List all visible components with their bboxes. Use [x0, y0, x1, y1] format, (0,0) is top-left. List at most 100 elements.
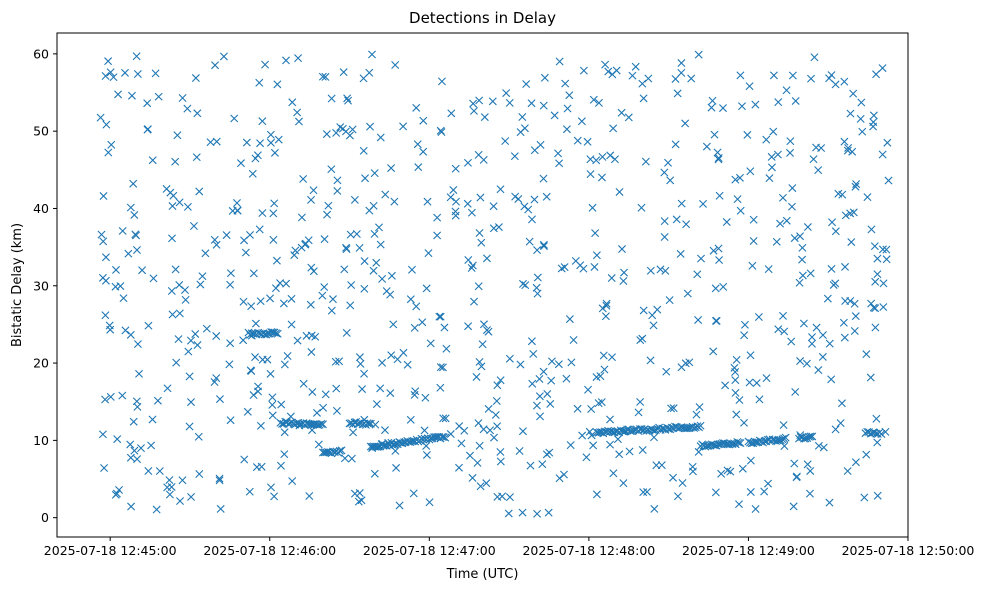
detection-marker	[194, 432, 203, 441]
detection-marker	[535, 392, 544, 401]
detection-marker	[839, 318, 848, 327]
detection-marker	[342, 245, 351, 254]
detection-marker	[806, 269, 815, 278]
detection-marker	[539, 242, 548, 251]
detection-marker	[573, 404, 582, 413]
detection-marker	[677, 363, 686, 372]
detection-marker	[469, 106, 478, 115]
detection-marker	[251, 154, 260, 163]
detection-marker	[323, 210, 332, 219]
detection-marker	[436, 363, 445, 372]
detection-marker	[299, 379, 308, 388]
detection-marker	[598, 304, 607, 313]
detection-marker	[660, 168, 669, 177]
detection-marker	[697, 254, 706, 263]
detection-marker	[782, 86, 791, 95]
detection-marker	[657, 461, 666, 470]
detection-marker	[843, 467, 852, 476]
detection-marker	[714, 244, 723, 253]
chart-title: Detections in Delay	[409, 9, 556, 27]
detection-marker	[138, 266, 147, 275]
detection-marker	[516, 360, 525, 369]
detection-marker	[677, 199, 686, 208]
detection-marker	[592, 490, 601, 499]
detection-marker	[809, 155, 818, 164]
detection-marker	[267, 483, 275, 492]
detection-marker	[309, 267, 318, 276]
detection-marker	[99, 192, 108, 201]
detection-marker	[810, 53, 819, 62]
detection-marker	[466, 451, 475, 460]
detection-marker	[346, 230, 355, 239]
detection-marker	[243, 407, 252, 416]
detection-marker	[354, 497, 363, 506]
detection-marker	[532, 283, 541, 292]
detection-marker	[642, 426, 651, 435]
detection-marker	[851, 312, 860, 321]
x-axis-label: Time (UTC)	[446, 567, 519, 582]
detection-marker	[648, 311, 657, 320]
detection-marker	[247, 302, 256, 311]
x-tick-label-3: 2025-07-18 12:48:00	[522, 543, 655, 558]
detection-marker	[387, 271, 396, 280]
detection-marker	[584, 385, 593, 394]
detection-marker	[196, 280, 205, 289]
detection-marker	[527, 99, 536, 108]
detection-marker	[185, 372, 194, 381]
detection-marker	[464, 322, 473, 331]
detection-marker	[201, 249, 210, 258]
detection-marker	[597, 398, 606, 407]
detection-marker	[365, 419, 374, 428]
detection-marker	[168, 202, 177, 211]
detection-marker	[827, 264, 836, 273]
detection-marker	[802, 359, 811, 368]
detection-marker	[294, 54, 303, 63]
detection-marker	[749, 236, 758, 245]
detection-marker	[442, 344, 451, 353]
data-points	[96, 50, 893, 518]
detection-marker	[736, 206, 745, 215]
detection-marker	[669, 473, 677, 482]
detection-marker	[685, 358, 694, 367]
detection-marker	[350, 489, 359, 498]
detection-marker	[191, 74, 200, 83]
detection-marker	[599, 351, 608, 360]
detection-marker	[745, 378, 754, 387]
detection-marker	[790, 459, 799, 468]
detection-marker	[151, 69, 160, 78]
detection-marker	[271, 284, 280, 293]
detection-marker	[307, 263, 316, 272]
detection-marker	[492, 397, 501, 405]
detection-marker	[577, 117, 586, 126]
detection-marker	[322, 130, 331, 139]
detection-marker	[455, 463, 463, 472]
detection-marker	[463, 199, 472, 208]
detection-marker	[230, 114, 239, 123]
detection-marker	[525, 237, 534, 246]
detection-marker	[799, 434, 808, 443]
detection-marker	[762, 374, 771, 383]
detection-marker	[699, 199, 708, 208]
detection-marker	[474, 282, 483, 291]
detection-marker	[823, 294, 832, 303]
detection-marker	[293, 108, 302, 117]
detection-marker	[702, 142, 711, 151]
detection-marker	[661, 266, 670, 275]
detection-marker	[518, 508, 527, 517]
detection-marker	[226, 416, 235, 425]
detection-marker	[873, 491, 882, 500]
detection-marker	[311, 332, 320, 341]
detection-marker	[852, 180, 861, 189]
detection-marker	[251, 353, 260, 362]
detection-marker	[782, 216, 791, 225]
detection-marker	[786, 148, 795, 157]
detection-marker	[773, 150, 782, 159]
detection-marker	[486, 426, 495, 435]
detection-marker	[127, 502, 136, 511]
detection-marker	[477, 238, 486, 247]
detection-marker	[404, 437, 413, 446]
detection-marker	[438, 363, 447, 372]
detection-marker	[566, 441, 575, 450]
detection-marker	[819, 443, 828, 452]
detection-marker	[387, 164, 396, 173]
